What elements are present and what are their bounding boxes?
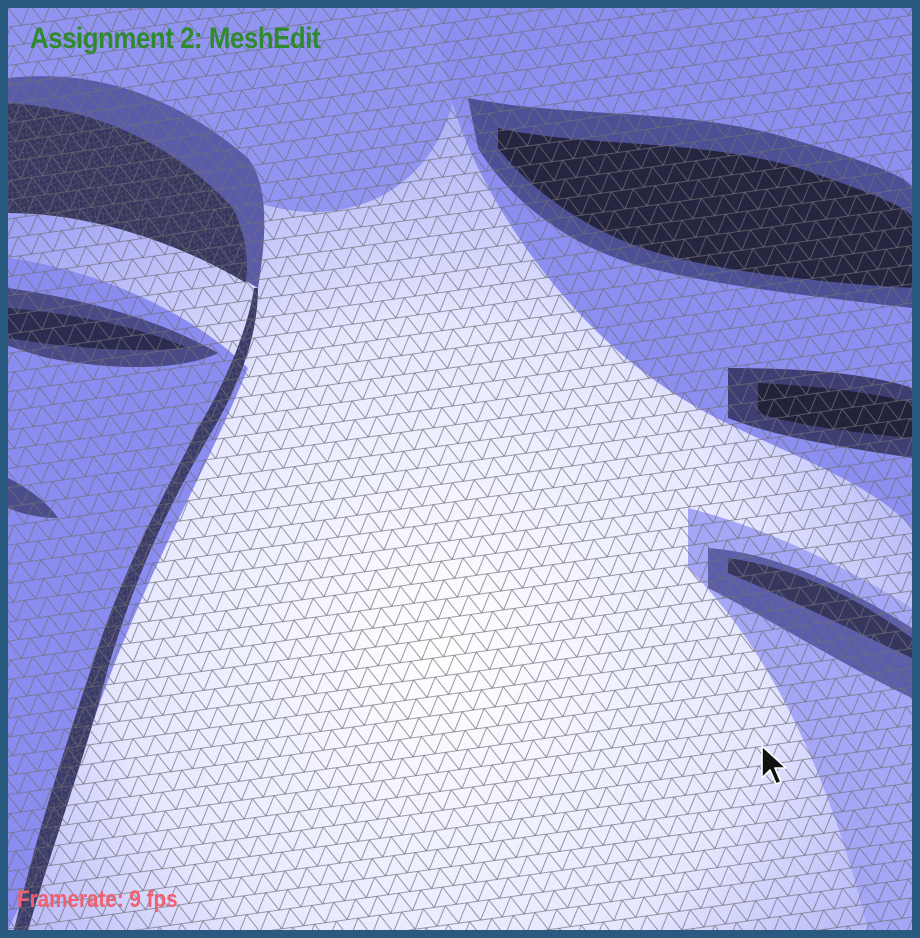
mouse-pointer-icon bbox=[760, 744, 788, 793]
app-title: Assignment 2: MeshEdit bbox=[30, 22, 321, 55]
framerate-readout: Framerate: 9 fps bbox=[17, 886, 178, 913]
mesh-viewport[interactable]: Assignment 2: MeshEdit Framerate: 9 fps bbox=[8, 8, 912, 930]
mesh-render[interactable] bbox=[8, 8, 912, 930]
